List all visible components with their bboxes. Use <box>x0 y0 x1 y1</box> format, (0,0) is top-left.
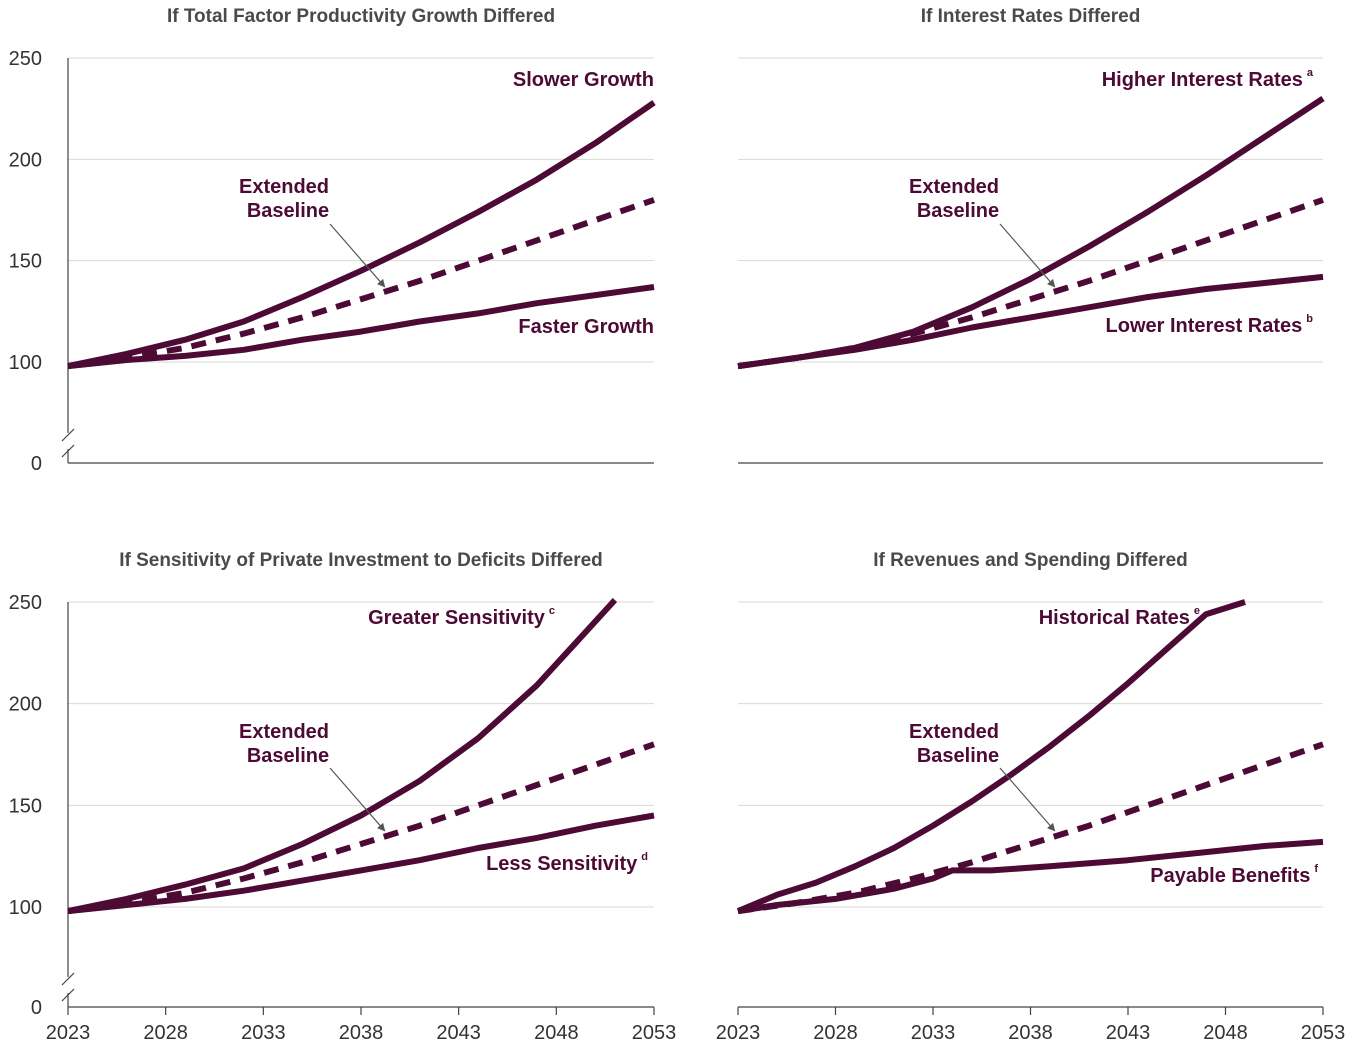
series-label: Higher Interest Rates a <box>1102 67 1314 91</box>
x-tick-label: 2028 <box>143 1022 188 1044</box>
series-label: Extended <box>239 721 329 743</box>
x-tick-label: 2053 <box>632 1022 677 1044</box>
y-tick-label: 100 <box>9 897 42 919</box>
chart-panel-2: If Interest Rates Differed Higher Interes… <box>737 6 1325 464</box>
x-tick-label: 2033 <box>241 1022 286 1044</box>
annotation-arrow <box>329 767 386 832</box>
series-label: Greater Sensitivity c <box>368 605 555 629</box>
chart-title: If Total Factor Productivity Growth Diff… <box>167 6 555 27</box>
axis-break-mark <box>61 428 75 442</box>
series-line-less-sensitivity <box>67 812 655 915</box>
annotation-arrow <box>999 223 1056 288</box>
y-tick-label: 200 <box>9 149 42 171</box>
series-label: Historical Rates e <box>1039 605 1200 629</box>
series-label: Payable Benefits f <box>1150 863 1318 887</box>
series-line-extended-baseline <box>67 741 655 915</box>
x-tick-label: 2038 <box>1008 1022 1053 1044</box>
series-line-historical-rates <box>736 599 1246 914</box>
y-tick-label: 150 <box>9 251 42 273</box>
series-label: Extended <box>909 721 999 743</box>
chart-title: If Sensitivity of Private Investment to … <box>119 550 603 571</box>
series-label: Baseline <box>917 745 999 767</box>
series-label: Less Sensitivity d <box>486 851 648 875</box>
chart-title: If Interest Rates Differed <box>921 6 1141 27</box>
x-tick-label: 2033 <box>911 1022 956 1044</box>
series-line-extended-baseline <box>67 197 655 370</box>
chart-panel-3: If Sensitivity of Private Investment to … <box>9 550 677 1044</box>
series-line-slower-growth <box>67 100 656 370</box>
y-tick-label: 250 <box>9 48 42 70</box>
chart-panel-4: If Revenues and Spending Differed 2023 202… <box>716 550 1346 1044</box>
series-line-faster-growth <box>67 284 655 370</box>
series-label: Baseline <box>247 200 329 222</box>
series-line-lower-interest-rates <box>737 273 1324 370</box>
axis-break-mark <box>61 972 75 986</box>
x-tick-label: 2028 <box>813 1022 858 1044</box>
y-tick-label: 100 <box>9 352 42 374</box>
axis-break-mark <box>61 444 75 458</box>
series-label: Faster Growth <box>518 316 654 338</box>
annotation-arrow <box>999 767 1056 832</box>
annotation-arrow <box>329 223 386 288</box>
chart-panel-1: If Total Factor Productivity Growth Diff… <box>9 6 656 475</box>
x-tick-label: 2023 <box>46 1022 91 1044</box>
y-tick-label: 150 <box>9 795 42 817</box>
series-label: Extended <box>909 176 999 198</box>
axis-break-mark <box>61 988 75 1002</box>
series-label: Extended <box>239 176 329 198</box>
x-tick-label: 2048 <box>534 1022 579 1044</box>
x-tick-label: 2023 <box>716 1022 761 1044</box>
x-tick-label: 2043 <box>1106 1022 1151 1044</box>
y-tick-label: 250 <box>9 592 42 614</box>
x-tick-label: 2053 <box>1301 1022 1346 1044</box>
series-line-extended-baseline <box>737 197 1324 370</box>
series-line-extended-baseline <box>737 741 1324 915</box>
chart-title: If Revenues and Spending Differed <box>873 550 1188 571</box>
series-label: Baseline <box>247 745 329 767</box>
series-label: Baseline <box>917 200 999 222</box>
series-line-greater-sensitivity <box>67 597 618 915</box>
x-tick-label: 2038 <box>339 1022 384 1044</box>
y-tick-label: 200 <box>9 694 42 716</box>
series-label: Lower Interest Rates b <box>1106 313 1314 337</box>
series-line-payable-benefits <box>737 838 1324 915</box>
x-tick-label: 2048 <box>1203 1022 1248 1044</box>
y-tick-label: 0 <box>31 997 42 1019</box>
y-tick-label: 0 <box>31 453 42 475</box>
x-tick-label: 2043 <box>436 1022 481 1044</box>
series-label: Slower Growth <box>513 69 654 91</box>
